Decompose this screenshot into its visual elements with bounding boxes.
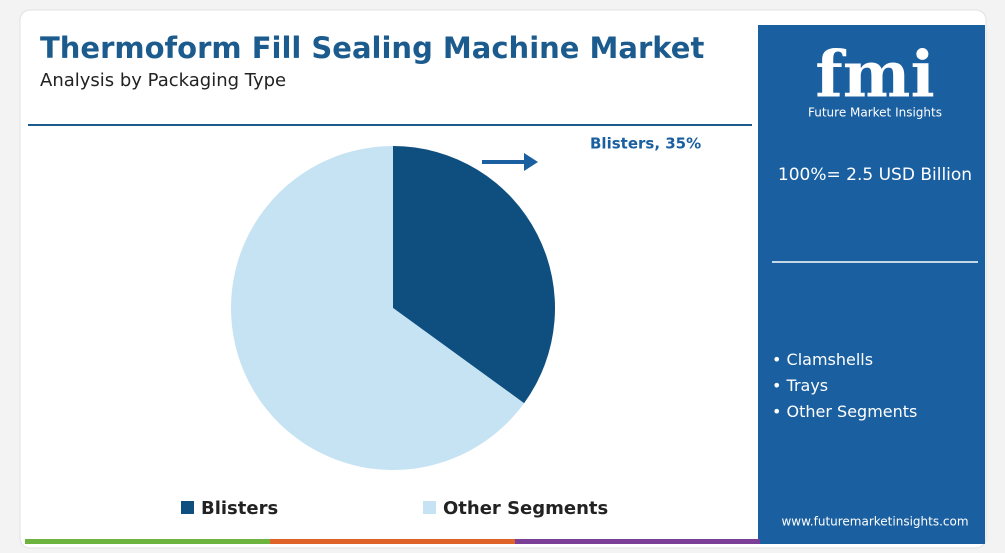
website: www.futuremarketinsights.com — [781, 515, 968, 529]
pie-slice — [393, 146, 555, 404]
arrow-head — [524, 153, 538, 171]
segment-item: • Other Segments — [772, 402, 917, 421]
bullet: • — [772, 376, 787, 395]
logo-name: Future Market Insights — [808, 106, 942, 120]
legend-label: Blisters — [201, 498, 278, 519]
stripe — [515, 539, 760, 544]
bullet: • — [772, 350, 787, 369]
stripe — [760, 539, 985, 544]
market-total: 100%= 2.5 USD Billion — [778, 165, 972, 185]
segment-text: Trays — [786, 376, 829, 395]
segment-text: Other Segments — [787, 402, 918, 421]
stripe — [25, 539, 270, 544]
segment-item: • Clamshells — [772, 350, 873, 369]
bullet: • — [772, 402, 787, 421]
stripe — [270, 539, 515, 544]
logo-mark: fmi — [815, 38, 935, 113]
chart-title: Thermoform Fill Sealing Machine Market — [40, 31, 704, 65]
legend-label: Other Segments — [443, 498, 608, 519]
segment-text: Clamshells — [787, 350, 874, 369]
legend-swatch — [181, 501, 194, 514]
legend-swatch — [423, 501, 436, 514]
side-panel — [758, 25, 985, 540]
segment-item: • Trays — [772, 376, 828, 395]
chart-subtitle: Analysis by Packaging Type — [40, 70, 286, 91]
data-label: Blisters, 35% — [590, 135, 701, 153]
pie-slice — [230, 146, 525, 471]
